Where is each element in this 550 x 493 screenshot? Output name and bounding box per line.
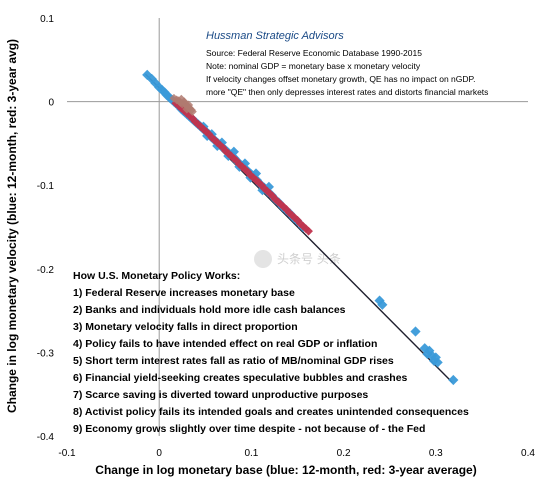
annotation-line-3: If velocity changes offset monetary grow… — [206, 74, 475, 84]
policy-steps: How U.S. Monetary Policy Works: 1) Feder… — [73, 270, 469, 435]
y-axis-title: Change in log monetary velocity (blue: 1… — [5, 39, 19, 413]
y-tick-label: -0.4 — [37, 432, 55, 443]
y-tick-label: -0.3 — [37, 348, 55, 359]
data-point — [410, 326, 421, 337]
data-point — [182, 104, 192, 114]
x-tick-label: -0.1 — [58, 448, 76, 459]
x-axis-title: Change in log monetary base (blue: 12-mo… — [95, 463, 476, 477]
step-5: 5) Short term interest rates fall as rat… — [73, 355, 394, 367]
data-point — [304, 226, 313, 236]
data-point — [448, 374, 459, 386]
step-6: 6) Financial yield-seeking creates specu… — [73, 372, 408, 384]
step-8: 8) Activist policy fails its intended go… — [73, 406, 469, 418]
step-9: 9) Economy grows slightly over time desp… — [73, 423, 425, 435]
x-tick-label: 0.4 — [521, 448, 535, 459]
annotation-line-1: Source: Federal Reserve Economic Databas… — [206, 48, 422, 58]
step-1: 1) Federal Reserve increases monetary ba… — [73, 287, 295, 299]
annotation-box: Hussman Strategic Advisors Source: Feder… — [206, 30, 488, 97]
data-point — [377, 299, 388, 310]
tick-labels: -0.1 0 0.1 0.2 0.3 0.4 0.1 0 -0.1 -0.2 -0.3 -0.4 — [37, 14, 536, 459]
annotation-line-4: more "QE" then only depresses interest r… — [206, 87, 488, 97]
x-tick-label: 0.2 — [337, 448, 351, 459]
y-tick-label: 0.1 — [40, 14, 54, 25]
x-tick-label: 0.3 — [429, 448, 443, 459]
step-4: 4) Policy fails to have intended effect … — [73, 338, 377, 350]
watermark: 头条号 头条 — [254, 250, 341, 268]
points-layer — [142, 69, 459, 386]
x-tick-label: 0 — [156, 448, 162, 459]
watermark-logo — [254, 250, 272, 268]
annotation-line-2: Note: nominal GDP = monetary base x mone… — [206, 61, 421, 71]
chart-title: Hussman Strategic Advisors — [206, 30, 344, 42]
watermark-text: 头条号 头条 — [277, 252, 341, 266]
x-tick-label: 0.1 — [244, 448, 258, 459]
step-7: 7) Scarce saving is diverted toward unpr… — [73, 389, 368, 401]
step-3: 3) Monetary velocity falls in direct pro… — [73, 321, 298, 333]
steps-title: How U.S. Monetary Policy Works: — [73, 270, 240, 282]
y-tick-label: -0.2 — [37, 265, 55, 276]
y-tick-label: 0 — [48, 98, 54, 109]
y-tick-label: -0.1 — [37, 181, 55, 192]
step-2: 2) Banks and individuals hold more idle … — [73, 304, 346, 316]
